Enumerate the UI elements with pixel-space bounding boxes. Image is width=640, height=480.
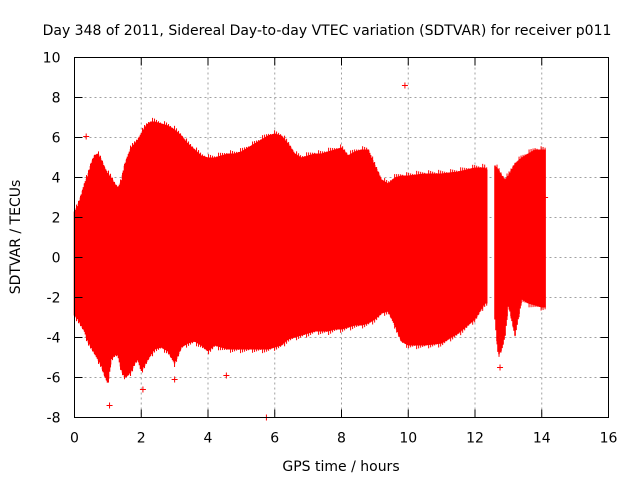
x-tick-label: 4 bbox=[204, 431, 213, 447]
outlier-point bbox=[497, 364, 504, 371]
outlier-point bbox=[401, 82, 408, 89]
x-tick-label: 8 bbox=[337, 431, 346, 447]
outlier-point bbox=[139, 386, 146, 393]
y-tick-label: 4 bbox=[52, 171, 61, 187]
x-tick-label: 0 bbox=[70, 431, 79, 447]
x-tick-label: 2 bbox=[137, 431, 146, 447]
y-tick-label: 8 bbox=[52, 91, 61, 107]
x-axis-label: GPS time / hours bbox=[282, 459, 399, 475]
data-layer bbox=[73, 82, 549, 421]
x-tick-label: 6 bbox=[270, 431, 279, 447]
y-tick-label: 6 bbox=[52, 131, 61, 147]
outlier-point bbox=[171, 376, 178, 383]
chart-title: Day 348 of 2011, Sidereal Day-to-day VTE… bbox=[43, 23, 612, 39]
y-axis-label: SDTVAR / TECUs bbox=[8, 180, 24, 295]
outlier-point bbox=[106, 402, 113, 409]
outlier-point bbox=[83, 133, 90, 140]
y-tick-label: -8 bbox=[47, 411, 61, 427]
outlier-point bbox=[542, 194, 549, 201]
outlier-point bbox=[223, 372, 230, 379]
y-tick-label: -4 bbox=[47, 331, 61, 347]
x-tick-label: 10 bbox=[399, 431, 417, 447]
y-tick-label: -6 bbox=[47, 371, 61, 387]
x-tick-label: 14 bbox=[533, 431, 551, 447]
x-tick-label: 16 bbox=[600, 431, 618, 447]
y-tick-label: -2 bbox=[47, 291, 61, 307]
y-tick-label: 10 bbox=[43, 51, 61, 67]
ticks bbox=[74, 57, 609, 418]
x-tick-label: 12 bbox=[466, 431, 484, 447]
y-tick-label: 0 bbox=[52, 251, 61, 267]
y-tick-label: 2 bbox=[52, 211, 61, 227]
tick-labels: 0 2 4 6 8 10 12 14 16 -8 -6 -4 -2 0 2 4 6 8 10 bbox=[43, 51, 618, 447]
